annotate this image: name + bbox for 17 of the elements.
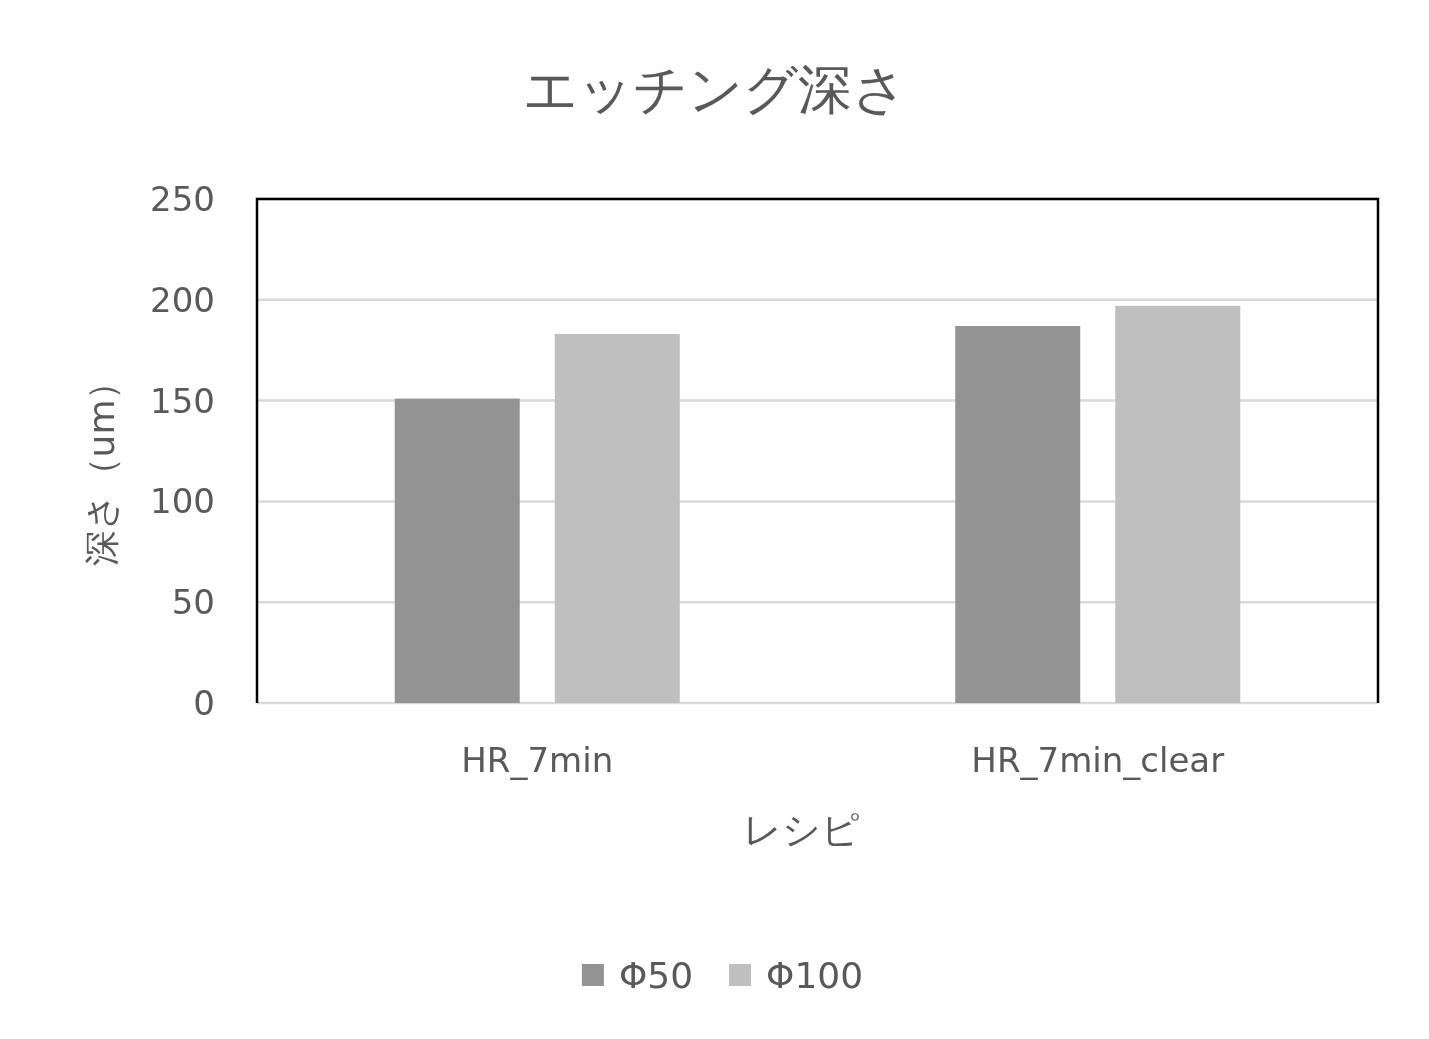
x-tick-label: HR_7min_clear	[971, 740, 1225, 780]
y-axis-title: 深さ（um）	[81, 363, 122, 567]
y-tick-label: 250	[150, 179, 215, 219]
y-tick-label: 150	[150, 380, 215, 421]
y-tick-label: 100	[150, 481, 215, 522]
x-tick-label: HR_7min	[461, 740, 614, 780]
chart-title: エッチング深さ	[522, 58, 907, 121]
legend-label: Φ100	[766, 955, 864, 996]
bar	[955, 326, 1081, 703]
y-tick-label: 200	[150, 279, 215, 320]
bar	[554, 334, 680, 703]
x-axis-title: レシピ	[742, 808, 860, 852]
y-tick-label: 0	[193, 683, 215, 723]
legend-label: Φ50	[618, 955, 694, 996]
bar	[1115, 305, 1241, 703]
bar	[394, 398, 520, 703]
y-tick-label: 50	[171, 582, 215, 623]
